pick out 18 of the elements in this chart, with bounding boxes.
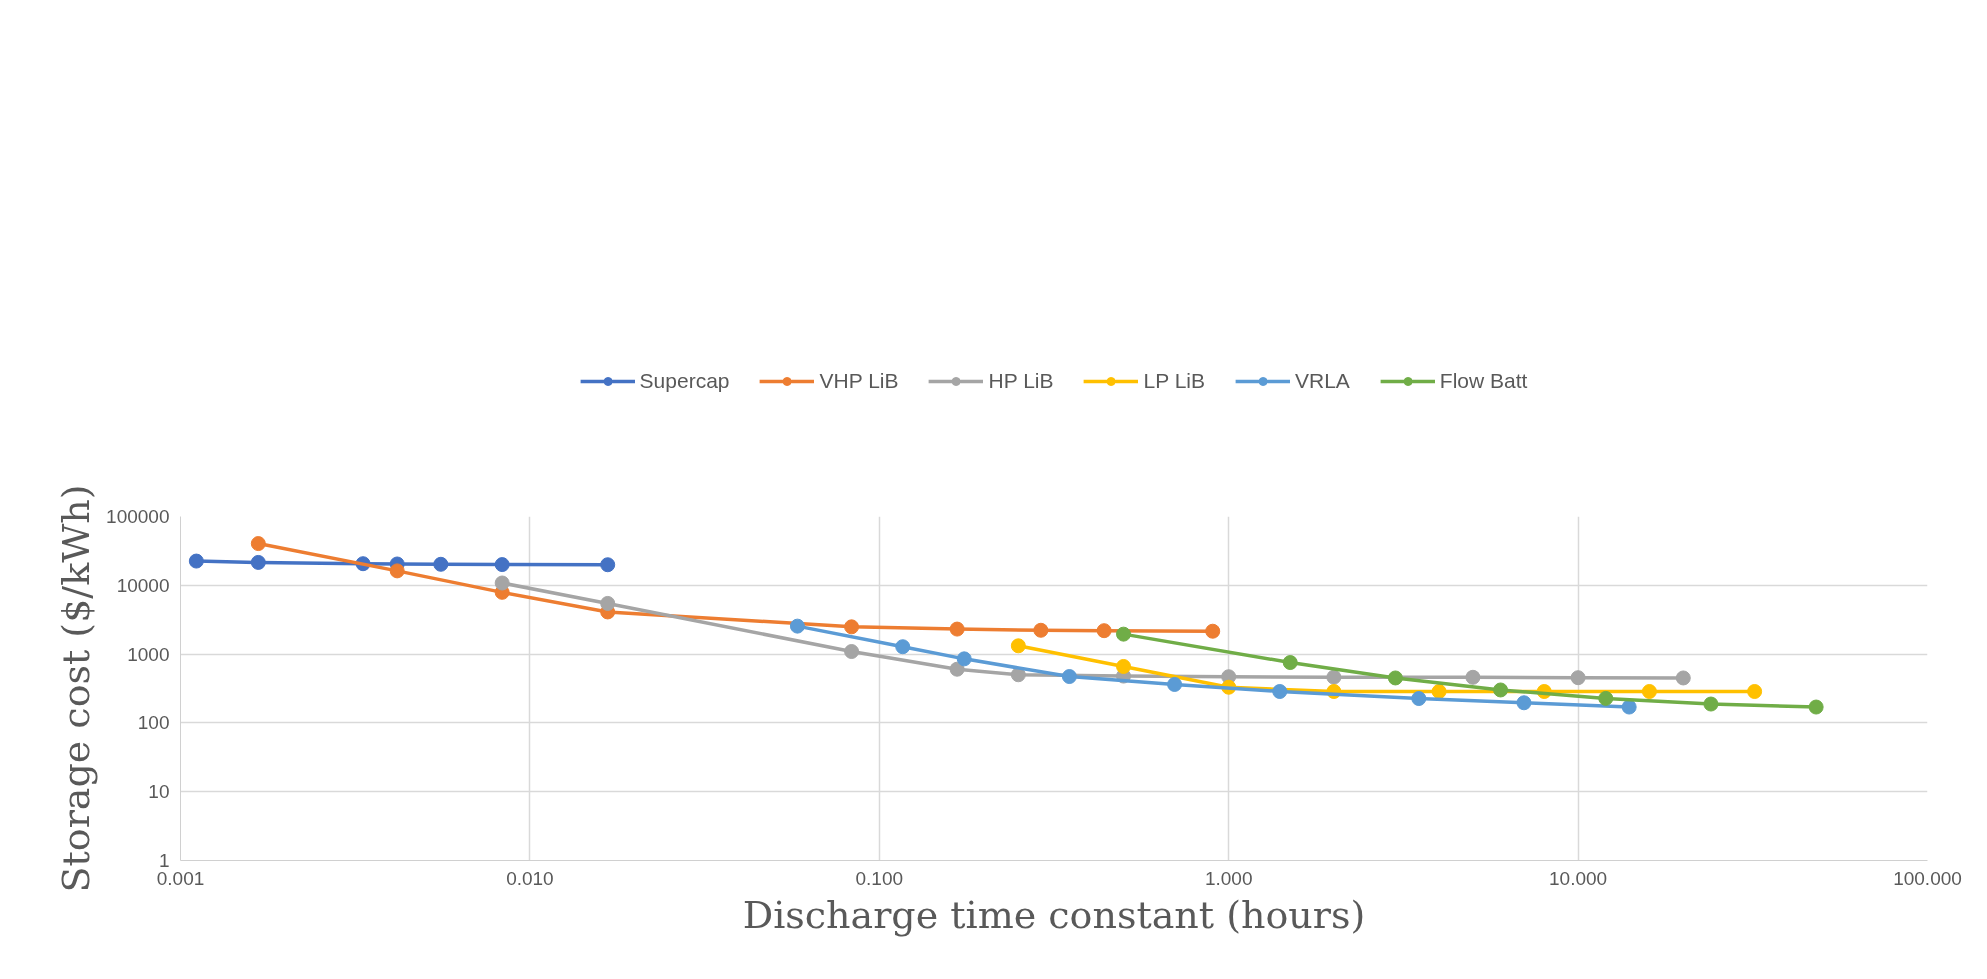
y-tick-label: 100000	[106, 506, 170, 527]
y-tick-label: 10000	[116, 574, 170, 596]
legend-label: Supercap	[639, 369, 730, 393]
y-tick-label: 1000	[127, 643, 170, 665]
x-tick-label: 10.000	[1549, 867, 1608, 889]
legend-label: VHP LiB	[819, 369, 899, 393]
y-axis-title: Storage cost ($/kWh)	[54, 484, 99, 893]
x-tick-label: 100.000	[1893, 867, 1962, 889]
x-tick-label: 0.010	[506, 867, 554, 889]
legend-label: HP LiB	[988, 369, 1054, 393]
x-tick-label: 0.100	[855, 867, 904, 889]
legend-label: VRLA	[1295, 369, 1350, 393]
y-tick-label: 100	[137, 712, 170, 734]
y-tick-label: 10	[148, 781, 170, 803]
x-axis-title: Discharge time constant (hours)	[742, 892, 1366, 937]
legend-label: LP LiB	[1143, 369, 1205, 393]
x-tick-label: 1.000	[1204, 867, 1253, 889]
legend-label: Flow Batt	[1439, 369, 1528, 393]
